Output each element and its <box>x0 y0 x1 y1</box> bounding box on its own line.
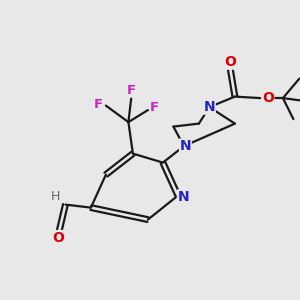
Text: N: N <box>204 100 215 114</box>
Text: F: F <box>127 84 136 97</box>
Text: N: N <box>180 139 191 153</box>
Text: F: F <box>150 100 159 114</box>
Text: O: O <box>52 231 64 244</box>
Text: O: O <box>224 55 236 69</box>
Text: F: F <box>94 98 103 111</box>
Text: H: H <box>51 190 61 203</box>
Text: N: N <box>178 190 189 204</box>
Text: O: O <box>262 91 274 105</box>
